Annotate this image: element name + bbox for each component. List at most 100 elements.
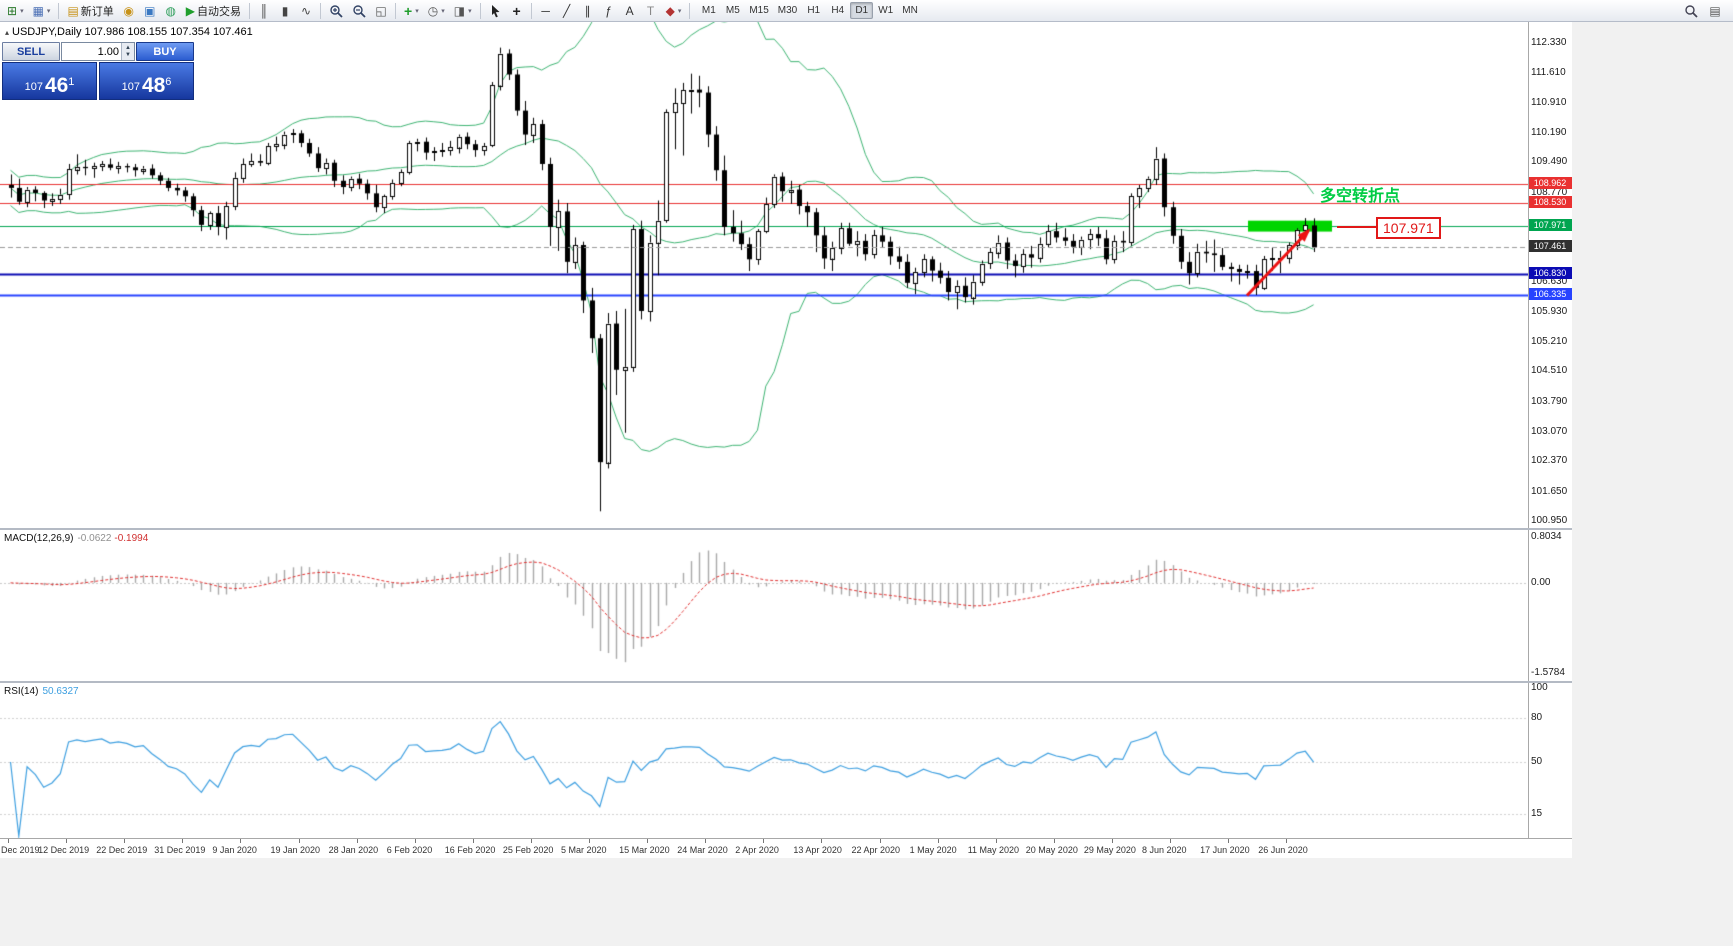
timeframe-m5-button[interactable]: M5 bbox=[725, 5, 740, 16]
buy-price[interactable]: 107 48 6 bbox=[99, 62, 194, 100]
chevron-down-icon: ▾ bbox=[20, 7, 24, 15]
time-axis-tick bbox=[1112, 839, 1113, 843]
annotation-price-callout[interactable]: 107.971 bbox=[1376, 217, 1441, 239]
timeframe-mn-button[interactable]: MN bbox=[902, 5, 918, 16]
price-axis-label: 110.910 bbox=[1531, 96, 1567, 108]
navigator-icon[interactable]: ◍ bbox=[165, 3, 177, 18]
price-axis-label: 100.950 bbox=[1531, 514, 1568, 526]
time-axis-tick bbox=[1286, 839, 1287, 843]
time-axis-label: 20 May 2020 bbox=[1025, 845, 1078, 855]
price-axis-label: 101.650 bbox=[1531, 485, 1568, 497]
chevron-down-icon: ▾ bbox=[46, 7, 51, 15]
candlestick-chart-icon[interactable]: ▮ bbox=[281, 3, 289, 18]
time-axis-label: Dec 2019 bbox=[1, 845, 40, 855]
time-axis-label: 16 Feb 2020 bbox=[444, 845, 496, 855]
time-axis-label: 8 Jun 2020 bbox=[1142, 845, 1187, 855]
horizontal-line-icon[interactable]: ─ bbox=[541, 3, 550, 18]
window-list-icon[interactable]: ▤ bbox=[1709, 3, 1721, 18]
annotation-callout-line bbox=[1337, 226, 1376, 228]
time-axis-tick bbox=[66, 839, 67, 843]
price-axis-label: 103.070 bbox=[1531, 425, 1568, 437]
buy-button[interactable]: BUY bbox=[136, 42, 194, 61]
periods-icon[interactable]: ◷ ▾ bbox=[427, 3, 445, 18]
equidistant-channel-icon[interactable]: ∥ bbox=[584, 3, 591, 18]
tile-windows-icon[interactable]: ◱ bbox=[375, 3, 387, 18]
toolbar-separator bbox=[58, 2, 60, 19]
text-icon[interactable]: A bbox=[625, 3, 634, 18]
cursor-icon[interactable] bbox=[485, 2, 506, 20]
crosshair-icon[interactable]: + bbox=[512, 2, 521, 19]
annotation-pivot-text[interactable]: 多空转折点 bbox=[1320, 188, 1401, 205]
timeframe-toolbar: M1 M5 M15 M30 H1 H4 D1 W1 MN bbox=[697, 2, 921, 19]
market-watch-icon[interactable]: ◉ bbox=[123, 3, 135, 18]
time-axis-tick bbox=[1170, 839, 1171, 843]
time-axis-label: 31 Dec 2019 bbox=[154, 845, 206, 855]
toolbar-separator bbox=[320, 2, 322, 19]
time-axis-label: 28 Jan 2020 bbox=[328, 845, 379, 855]
autotrading-icon[interactable]: ▶ 自动交易 bbox=[185, 3, 242, 18]
lot-increment-icon[interactable]: ▲ bbox=[125, 44, 131, 51]
buy-price-pip: 6 bbox=[165, 76, 172, 88]
sell-button[interactable]: SELL bbox=[2, 42, 60, 61]
one-click-collapse-arrow[interactable]: ▴ bbox=[5, 28, 10, 37]
chevron-down-icon: ▾ bbox=[415, 7, 419, 15]
time-axis-tick bbox=[880, 839, 881, 843]
lot-stepper[interactable]: ▲ ▼ bbox=[121, 43, 134, 60]
toolbar-separator bbox=[395, 2, 397, 19]
lot-size-field[interactable]: 1.00 ▲ ▼ bbox=[61, 42, 135, 61]
timeframe-h1-button[interactable]: H1 bbox=[807, 5, 821, 16]
time-axis[interactable]: Dec 2019 12 Dec 2019 22 Dec 2019 31 Dec 201… bbox=[0, 838, 1572, 858]
new-order-icon[interactable]: ▤ 新订单 bbox=[67, 3, 114, 18]
time-axis-tick bbox=[938, 839, 939, 843]
shapes-icon[interactable]: ◆ ▾ bbox=[665, 3, 682, 18]
chart-area: Dec 2019 12 Dec 2019 22 Dec 2019 31 Dec 201… bbox=[0, 22, 1572, 858]
fibonacci-icon[interactable]: ƒ bbox=[605, 3, 612, 18]
templates-icon[interactable]: ◨ ▾ bbox=[453, 3, 472, 18]
search-icon[interactable] bbox=[1680, 2, 1702, 20]
price-tag: 107.971 bbox=[1528, 219, 1572, 232]
time-axis-tick bbox=[1054, 839, 1055, 843]
lot-decrement-icon[interactable]: ▼ bbox=[125, 51, 131, 58]
zoom-in-icon[interactable] bbox=[325, 2, 347, 20]
indicators-icon[interactable]: + ▾ bbox=[404, 2, 419, 19]
macd-panel-canvas[interactable] bbox=[0, 530, 1528, 681]
data-window-icon[interactable]: ▣ bbox=[144, 3, 156, 18]
time-axis-tick bbox=[1228, 839, 1229, 843]
toolbar-separator bbox=[689, 2, 691, 19]
new-chart-icon[interactable]: ⊞ ▾ bbox=[7, 3, 24, 18]
toolbar: ⊞ ▾ ▦ ▾ ▤ 新订单 ◉ ▣ ◍ ▶ 自动交易 ║ ▮ ∿ ◱ + ▾ ◷ ▾ ◨ ▾ + ─ ╱ ∥ ƒ A T ◆ ▾ M1 M5… bbox=[0, 0, 1733, 22]
timeframe-d1-button[interactable]: D1 bbox=[850, 2, 874, 19]
time-axis-tick bbox=[8, 839, 9, 843]
sell-price[interactable]: 107 46 1 bbox=[2, 62, 97, 100]
price-chart-canvas[interactable] bbox=[0, 22, 1528, 528]
rsi-name: RSI(14) bbox=[4, 686, 39, 697]
toolbar-separator bbox=[479, 2, 481, 19]
macd-signal-value: -0.1994 bbox=[114, 533, 149, 544]
panel-splitter[interactable] bbox=[0, 681, 1572, 683]
time-axis-tick bbox=[299, 839, 300, 843]
sell-price-prefix: 107 bbox=[24, 81, 43, 93]
time-axis-label: 5 Mar 2020 bbox=[561, 845, 607, 855]
rsi-panel-canvas[interactable] bbox=[0, 683, 1528, 838]
trendline-icon[interactable]: ╱ bbox=[562, 3, 571, 18]
sell-price-pip: 1 bbox=[68, 76, 75, 88]
zoom-out-icon[interactable] bbox=[348, 2, 370, 20]
timeframe-h4-button[interactable]: H4 bbox=[831, 5, 845, 16]
panel-splitter[interactable] bbox=[0, 528, 1572, 530]
chevron-down-icon: ▾ bbox=[468, 7, 472, 15]
macd-axis-label: 0.8034 bbox=[1531, 531, 1562, 542]
bar-chart-icon[interactable]: ║ bbox=[259, 3, 269, 18]
price-axis-label: 106.630 bbox=[1531, 276, 1568, 288]
timeframe-m1-button[interactable]: M1 bbox=[701, 5, 716, 16]
timeframe-m30-button[interactable]: M30 bbox=[777, 5, 798, 16]
price-axis-label: 110.190 bbox=[1531, 126, 1567, 138]
profiles-icon[interactable]: ▦ ▾ bbox=[32, 3, 51, 18]
time-axis-tick bbox=[124, 839, 125, 843]
lot-size-value[interactable]: 1.00 bbox=[97, 46, 119, 58]
timeframe-m15-button[interactable]: M15 bbox=[749, 5, 769, 16]
label-icon[interactable]: T bbox=[646, 3, 655, 18]
line-chart-icon[interactable]: ∿ bbox=[300, 3, 312, 18]
timeframe-w1-button[interactable]: W1 bbox=[878, 5, 894, 16]
rsi-indicator-label: RSI(14) 50.6327 bbox=[4, 686, 79, 697]
